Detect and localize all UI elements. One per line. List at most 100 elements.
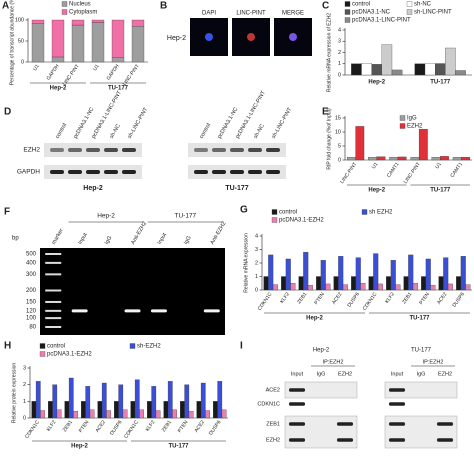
panel-letter: A [2, 1, 9, 12]
ladder-label: 400 [26, 260, 37, 266]
group-label: TU-177 [411, 348, 432, 354]
blot-strip [284, 415, 358, 449]
bar-segment [71, 24, 85, 63]
band [289, 388, 305, 392]
band [248, 148, 262, 152]
category-label: KLF2 [384, 291, 396, 304]
legend-label: pcDNA3.1-EZH2 [47, 352, 92, 358]
category-label: LINC-PINT [122, 63, 141, 86]
bar [333, 276, 339, 291]
category-label: KLF2 [279, 291, 291, 304]
bar [368, 276, 374, 291]
bar [217, 381, 223, 419]
bar [97, 401, 103, 419]
band [389, 422, 405, 426]
gel [40, 248, 225, 335]
y-tick-label: 0 [255, 287, 258, 293]
y-tick-label: 3 [255, 247, 258, 253]
band [71, 309, 88, 313]
lane-label: Anti-EZH2 [210, 221, 228, 246]
band [86, 170, 100, 174]
legend-label: sh-LINC-PINT [414, 10, 452, 16]
category-label: DUSP6 [208, 419, 223, 436]
bar [360, 283, 366, 291]
bar [390, 260, 396, 291]
panel-letter: G [240, 205, 248, 216]
lane-label: IgG [104, 235, 114, 246]
bar [386, 276, 392, 291]
row-label: GAPDH [17, 169, 40, 176]
band [389, 388, 405, 392]
bar [424, 63, 436, 76]
y-tick-label: 2 [23, 382, 26, 388]
category-label: ACE2 [331, 291, 344, 305]
blot-strip [284, 381, 358, 399]
bar [73, 411, 78, 419]
legend-swatch [61, 9, 68, 15]
bar [373, 253, 379, 291]
band [68, 170, 82, 174]
bar [85, 386, 91, 419]
category-label: DUSP6 [451, 291, 466, 308]
y-axis-label: Percentage of transcript abundance (%) [9, 0, 15, 85]
bar [290, 283, 296, 291]
bar [281, 276, 287, 291]
legend-swatch [399, 115, 406, 121]
blot-strip [384, 415, 458, 449]
lane-label: Input [77, 232, 89, 246]
bar [425, 258, 431, 291]
category-label: ZEB1 [401, 291, 413, 305]
panel-letter: C [322, 1, 329, 12]
y-tick-label: 4 [255, 233, 258, 239]
legend-label: pcDNA3.1-EZH2 [279, 218, 324, 224]
group-label: Hep-2 [83, 185, 103, 192]
cell-signal [205, 33, 213, 41]
y-tick-label: 0 [23, 415, 26, 421]
band [150, 309, 167, 313]
channel-label: LINC-PINT [236, 11, 266, 17]
bar [403, 276, 409, 291]
bar [101, 382, 107, 419]
bar [395, 284, 401, 291]
ladder-label: 120 [26, 308, 37, 314]
legend-swatch [361, 209, 368, 215]
y-tick-label: 1 [255, 274, 258, 280]
bar [221, 409, 227, 419]
category-label: DUSP6 [109, 419, 124, 436]
bar [35, 381, 41, 419]
ladder-band [45, 317, 62, 320]
panel-letter: D [4, 107, 11, 118]
row-label: ZEB1 [266, 421, 280, 427]
lane-label: IgG [183, 235, 193, 246]
band [104, 170, 118, 174]
lane-label: EZH2 [438, 371, 452, 377]
bar [56, 409, 62, 419]
band [337, 422, 353, 426]
bar [371, 64, 382, 76]
unit-label: bp [12, 236, 19, 242]
legend-label: pcDNA3.1-LINC-PINT [352, 18, 411, 24]
bar [412, 283, 418, 291]
legend-label: EZH2 [407, 124, 423, 130]
cell-label: Hep-2 [167, 35, 186, 42]
bar [465, 284, 471, 291]
legend-swatch [61, 1, 68, 7]
bar [338, 256, 344, 291]
band [266, 170, 280, 174]
bar [447, 283, 453, 291]
band [230, 170, 244, 174]
band [337, 438, 353, 442]
lane-label: Anti-EZH2 [130, 221, 148, 246]
category-label: CDKN1C [257, 291, 274, 312]
legend-swatch [39, 351, 46, 357]
bar [64, 401, 70, 419]
lane-label: marker [51, 228, 65, 246]
ip-label: IP:EZH2 [323, 359, 344, 365]
ladder-label: 100 [26, 316, 37, 322]
lane-label: Input [391, 371, 404, 377]
row-label: ACE2 [266, 387, 280, 393]
band [194, 148, 208, 152]
lane-label: control [199, 122, 212, 139]
lane-label: IgG [317, 371, 326, 377]
bar [408, 254, 414, 291]
